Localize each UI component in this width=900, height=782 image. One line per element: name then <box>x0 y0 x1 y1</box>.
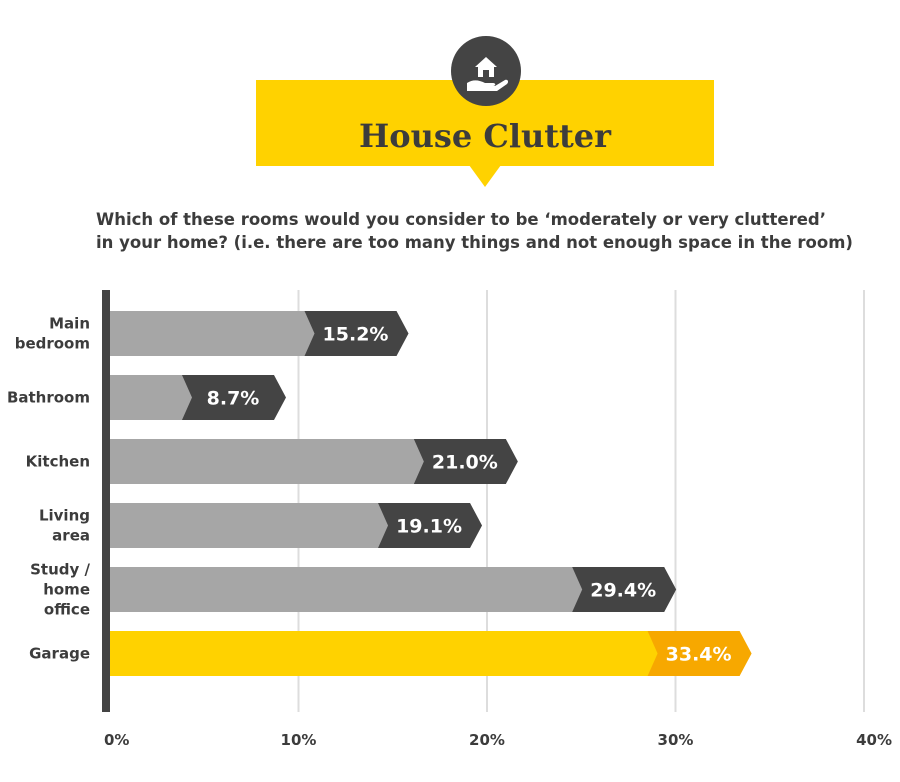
value-label: 8.7% <box>207 388 260 410</box>
category-label-line: Living <box>39 507 90 525</box>
category-label: Main bedroom <box>15 315 90 353</box>
value-tag <box>304 311 409 356</box>
house-in-hand-icon <box>451 36 521 106</box>
category-label: Kitchen <box>26 453 90 471</box>
category-label-line: home <box>43 581 90 599</box>
category-label-line: area <box>52 527 90 545</box>
bar <box>110 631 740 676</box>
category-label-line: office <box>44 601 90 619</box>
value-label: 15.2% <box>323 324 389 346</box>
category-label: Garage <box>29 645 90 663</box>
y-axis <box>102 290 110 712</box>
category-label: Study / home office <box>30 561 90 619</box>
category-label-line: Bathroom <box>7 389 90 407</box>
category-label: Bathroom <box>7 389 90 407</box>
value-tag <box>181 375 286 420</box>
value-label: 29.4% <box>590 580 656 602</box>
value-tag <box>572 567 677 612</box>
x-tick-label: 40% <box>856 731 892 749</box>
banner-pointer <box>469 165 501 187</box>
category-label-line: Main <box>49 315 90 333</box>
page-title: House Clutter <box>358 117 612 155</box>
question-line: Which of these rooms would you consider … <box>96 210 826 229</box>
category-label-line: bedroom <box>15 335 90 353</box>
category-label-line: Study / <box>30 561 90 579</box>
value-tag <box>647 631 752 676</box>
question-line: in your home? (i.e. there are too many t… <box>96 233 853 252</box>
category-label: Living area <box>39 507 90 545</box>
category-label-line: Garage <box>29 645 90 663</box>
value-label: 33.4% <box>666 644 732 666</box>
value-tag <box>378 503 483 548</box>
x-tick-label: 0% <box>104 731 129 749</box>
x-tick-label: 30% <box>658 731 694 749</box>
value-tag <box>413 439 518 484</box>
value-label: 19.1% <box>396 516 462 538</box>
bar <box>110 567 665 612</box>
x-tick-label: 20% <box>469 731 505 749</box>
x-tick-label: 10% <box>281 731 317 749</box>
value-label: 21.0% <box>432 452 498 474</box>
survey-question: Which of these rooms would you consider … <box>96 208 886 254</box>
category-label-line: Kitchen <box>26 453 90 471</box>
